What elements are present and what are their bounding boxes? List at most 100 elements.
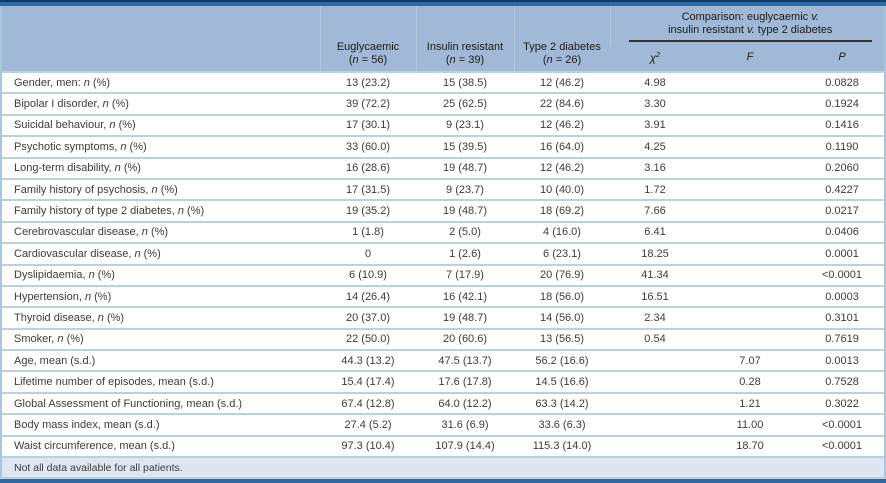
table-row: Long-term disability, n (%) 16 (28.6) 19… bbox=[2, 156, 884, 179]
type2-diabetes-value: 115.3 (14.0) bbox=[514, 434, 610, 457]
f-value: 7.07 bbox=[700, 349, 800, 372]
p-value: <0.0001 bbox=[800, 434, 884, 457]
euglycaemic-value: 27.4 (5.2) bbox=[320, 413, 416, 436]
insulin-resistant-value: 19 (48.7) bbox=[416, 306, 514, 329]
column-header-chi-squared: χ2 bbox=[610, 46, 700, 72]
euglycaemic-value: 20 (37.0) bbox=[320, 306, 416, 329]
row-label: Lifetime number of episodes, mean (s.d.) bbox=[2, 370, 320, 393]
chi-squared-value: 3.16 bbox=[610, 156, 700, 179]
p-value: 0.1190 bbox=[800, 135, 884, 158]
group-name: Insulin resistant bbox=[426, 41, 504, 53]
bottom-accent-bar bbox=[0, 477, 886, 483]
row-label: Suicidal behaviour, n (%) bbox=[2, 113, 320, 137]
table-row: Bipolar I disorder, n (%) 39 (72.2) 25 (… bbox=[2, 92, 884, 115]
chi-squared-value: 2.34 bbox=[610, 306, 700, 329]
chi-squared-value: 18.25 bbox=[610, 242, 700, 265]
table-row: Gender, men: n (%) 13 (23.2) 15 (38.5) 1… bbox=[2, 70, 884, 94]
p-value: 0.1924 bbox=[800, 92, 884, 115]
group-n: (n = 39) bbox=[445, 54, 485, 66]
f-value bbox=[700, 92, 800, 115]
row-label: Cardiovascular disease, n (%) bbox=[2, 242, 320, 265]
column-header-type2-diabetes: Type 2 diabetes (n = 26) bbox=[513, 6, 610, 72]
type2-diabetes-value: 10 (40.0) bbox=[514, 177, 610, 201]
euglycaemic-value: 14 (26.4) bbox=[320, 284, 416, 308]
f-value bbox=[700, 284, 800, 308]
table-row: Family history of psychosis, n (%) 17 (3… bbox=[2, 177, 884, 201]
insulin-resistant-value: 7 (17.9) bbox=[416, 263, 514, 286]
insulin-resistant-value: 2 (5.0) bbox=[416, 220, 514, 244]
row-label: Age, mean (s.d.) bbox=[2, 349, 320, 372]
euglycaemic-value: 67.4 (12.8) bbox=[320, 391, 416, 415]
chi-squared-value: 7.66 bbox=[610, 199, 700, 222]
insulin-resistant-value: 31.6 (6.9) bbox=[416, 413, 514, 436]
euglycaemic-value: 33 (60.0) bbox=[320, 135, 416, 158]
comparison-title: Comparison: euglycaemic v. insulin resis… bbox=[628, 6, 873, 42]
p-value: 0.0217 bbox=[800, 199, 884, 222]
p-value: 0.0013 bbox=[800, 349, 884, 372]
insulin-resistant-value: 17.6 (17.8) bbox=[416, 370, 514, 393]
table-row: Thyroid disease, n (%) 20 (37.0) 19 (48.… bbox=[2, 306, 884, 329]
header-row-2: χ2 F P bbox=[2, 46, 884, 72]
insulin-resistant-value: 15 (38.5) bbox=[416, 70, 514, 94]
data-table: Euglycaemic (n = 56) Insulin resistant (… bbox=[2, 6, 884, 457]
row-label: Smoker, n (%) bbox=[2, 327, 320, 351]
table-row: Hypertension, n (%) 14 (26.4) 16 (42.1) … bbox=[2, 284, 884, 308]
p-value: 0.3022 bbox=[800, 391, 884, 415]
chi-squared-value: 3.91 bbox=[610, 113, 700, 137]
euglycaemic-value: 22 (50.0) bbox=[320, 327, 416, 351]
f-value: 11.00 bbox=[700, 413, 800, 436]
f-value bbox=[700, 199, 800, 222]
chi-squared-value bbox=[610, 391, 700, 415]
f-value bbox=[700, 113, 800, 137]
type2-diabetes-value: 4 (16.0) bbox=[514, 220, 610, 244]
insulin-resistant-value: 64.0 (12.2) bbox=[416, 391, 514, 415]
table-row: Suicidal behaviour, n (%) 17 (30.1) 9 (2… bbox=[2, 113, 884, 137]
insulin-resistant-value: 1 (2.6) bbox=[416, 242, 514, 265]
insulin-resistant-value: 19 (48.7) bbox=[416, 199, 514, 222]
euglycaemic-value: 97.3 (10.4) bbox=[320, 434, 416, 457]
euglycaemic-value: 16 (28.6) bbox=[320, 156, 416, 179]
type2-diabetes-value: 12 (46.2) bbox=[514, 156, 610, 179]
euglycaemic-value: 0 bbox=[320, 242, 416, 265]
row-label: Family history of type 2 diabetes, n (%) bbox=[2, 199, 320, 222]
type2-diabetes-value: 20 (76.9) bbox=[514, 263, 610, 286]
type2-diabetes-value: 6 (23.1) bbox=[514, 242, 610, 265]
row-label: Psychotic symptoms, n (%) bbox=[2, 135, 320, 158]
type2-diabetes-value: 14.5 (16.6) bbox=[514, 370, 610, 393]
type2-diabetes-value: 12 (46.2) bbox=[514, 70, 610, 94]
table-row: Family history of type 2 diabetes, n (%)… bbox=[2, 199, 884, 222]
f-value bbox=[700, 156, 800, 179]
row-label: Body mass index, mean (s.d.) bbox=[2, 413, 320, 436]
group-name: Euglycaemic bbox=[336, 41, 400, 53]
insulin-resistant-value: 20 (60.6) bbox=[416, 327, 514, 351]
insulin-resistant-value: 107.9 (14.4) bbox=[416, 434, 514, 457]
type2-diabetes-value: 18 (56.0) bbox=[514, 284, 610, 308]
euglycaemic-value: 15.4 (17.4) bbox=[320, 370, 416, 393]
p-value: <0.0001 bbox=[800, 413, 884, 436]
type2-diabetes-value: 56.2 (16.6) bbox=[514, 349, 610, 372]
chi-squared-value: 0.54 bbox=[610, 327, 700, 351]
chi-squared-value: 4.25 bbox=[610, 135, 700, 158]
chi-squared-value bbox=[610, 349, 700, 372]
chi-squared-value: 6.41 bbox=[610, 220, 700, 244]
table-panel: Euglycaemic (n = 56) Insulin resistant (… bbox=[0, 6, 886, 477]
euglycaemic-value: 17 (31.5) bbox=[320, 177, 416, 201]
header-row-1: Euglycaemic (n = 56) Insulin resistant (… bbox=[2, 6, 884, 72]
column-header-f: F bbox=[700, 46, 800, 72]
top-accent-bar bbox=[0, 0, 886, 6]
table-row: Smoker, n (%) 22 (50.0) 20 (60.6) 13 (56… bbox=[2, 327, 884, 351]
table-row: Psychotic symptoms, n (%) 33 (60.0) 15 (… bbox=[2, 135, 884, 158]
type2-diabetes-value: 22 (84.6) bbox=[514, 92, 610, 115]
f-value bbox=[700, 220, 800, 244]
type2-diabetes-value: 12 (46.2) bbox=[514, 113, 610, 137]
p-value: 0.7528 bbox=[800, 370, 884, 393]
table-body: Gender, men: n (%) 13 (23.2) 15 (38.5) 1… bbox=[2, 70, 884, 457]
row-label: Cerebrovascular disease, n (%) bbox=[2, 220, 320, 244]
row-label: Dyslipidaemia, n (%) bbox=[2, 263, 320, 286]
euglycaemic-value: 39 (72.2) bbox=[320, 92, 416, 115]
chi-squared-value: 3.30 bbox=[610, 92, 700, 115]
corner-cell bbox=[2, 6, 320, 72]
group-n: (n = 26) bbox=[542, 54, 582, 66]
insulin-resistant-value: 15 (39.5) bbox=[416, 135, 514, 158]
